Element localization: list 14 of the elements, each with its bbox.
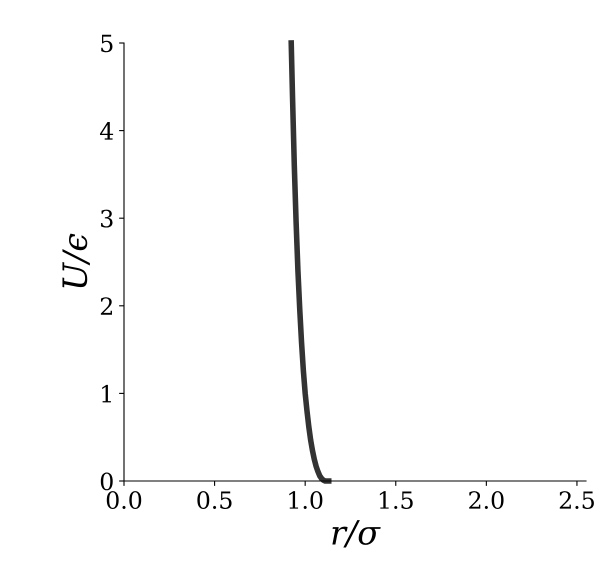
x-tick-label: 2.5: [560, 491, 594, 509]
y-tick-label: 3: [101, 210, 113, 228]
x-axis-title: r/σ: [332, 520, 381, 548]
y-tick-label: 4: [100, 122, 114, 140]
x-tick-label: 1.5: [380, 491, 413, 509]
y-tick-label: 5: [101, 34, 112, 52]
x-tick-label: 2.0: [469, 491, 504, 509]
y-axis-title: U/ϵ: [62, 234, 90, 288]
x-tick-label: 0.5: [197, 491, 232, 509]
y-tick-label: 2: [100, 297, 112, 315]
x-tick-label: 0.0: [106, 491, 142, 509]
y-tick-label: 1: [102, 384, 111, 402]
y-tick-label: 0: [100, 472, 113, 490]
x-tick-label: 1.0: [289, 491, 322, 509]
